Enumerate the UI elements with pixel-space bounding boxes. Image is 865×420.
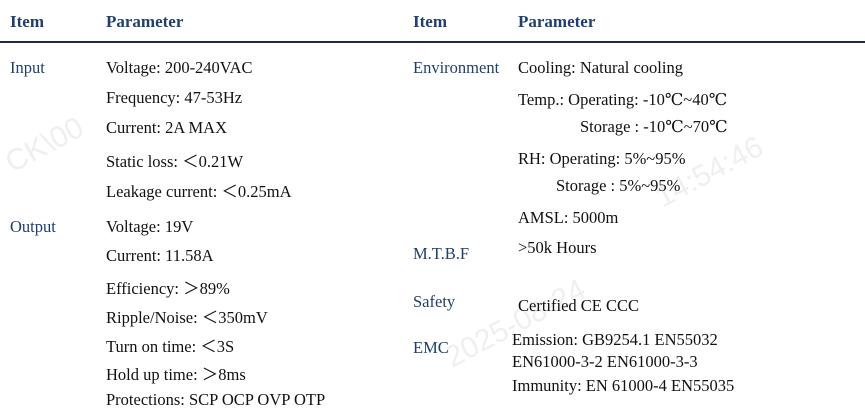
item-environment: Environment bbox=[413, 58, 500, 77]
param-input-voltage: Voltage: 200-240VAC bbox=[106, 58, 253, 77]
param-output-current: Current: 11.58A bbox=[106, 246, 214, 265]
param-env-cooling: Cooling: Natural cooling bbox=[518, 58, 683, 77]
param-input-leakage-current: Leakage current: ＜0.25mA bbox=[106, 182, 292, 201]
param-env-temp-operating: Temp.: Operating: -10℃~40℃ bbox=[518, 90, 728, 109]
item-input: Input bbox=[10, 58, 45, 77]
param-env-rh-operating: RH: Operating: 5%~95% bbox=[518, 149, 686, 168]
param-safety: Certified CE CCC bbox=[518, 296, 639, 315]
param-output-protections: Protections: SCP OCP OVP OTP bbox=[106, 390, 326, 409]
param-env-amsl: AMSL: 5000m bbox=[518, 208, 619, 227]
item-output: Output bbox=[10, 217, 56, 236]
param-env-rh-storage: Storage : 5%~95% bbox=[556, 176, 681, 195]
table-header bbox=[0, 0, 865, 43]
param-mtbf: >50k Hours bbox=[518, 238, 597, 257]
item-safety: Safety bbox=[413, 292, 456, 311]
param-output-voltage: Voltage: 19V bbox=[106, 217, 194, 236]
param-env-temp-storage: Storage : -10℃~70℃ bbox=[580, 117, 728, 136]
header-item-right: Item bbox=[413, 12, 447, 31]
header-parameter-left: Parameter bbox=[106, 12, 184, 31]
param-input-current: Current: 2A MAX bbox=[106, 118, 227, 137]
watermark-text: 14:54:46 bbox=[650, 130, 769, 215]
header-parameter-right: Parameter bbox=[518, 12, 596, 31]
param-input-static-loss: Static loss: ＜0.21W bbox=[106, 152, 244, 171]
param-output-hold-up-time: Hold up time: ＞8ms bbox=[106, 365, 246, 384]
param-input-frequency: Frequency: 47-53Hz bbox=[106, 88, 243, 107]
param-output-turn-on-time: Turn on time: ＜3S bbox=[106, 337, 235, 356]
param-emc-emission: Emission: GB9254.1 EN55032 bbox=[512, 330, 718, 349]
param-output-ripple-noise: Ripple/Noise: ＜350mV bbox=[106, 308, 268, 327]
item-mtbf: M.T.B.F bbox=[413, 244, 470, 263]
param-emc-immunity: Immunity: EN 61000-4 EN55035 bbox=[512, 376, 735, 395]
item-emc: EMC bbox=[413, 338, 449, 357]
watermark-text: CK\00 bbox=[0, 110, 90, 180]
header-item-left: Item bbox=[10, 12, 44, 31]
param-emc-en61000: EN61000-3-2 EN61000-3-3 bbox=[512, 352, 698, 371]
param-output-efficiency: Efficiency: ＞89% bbox=[106, 279, 230, 298]
